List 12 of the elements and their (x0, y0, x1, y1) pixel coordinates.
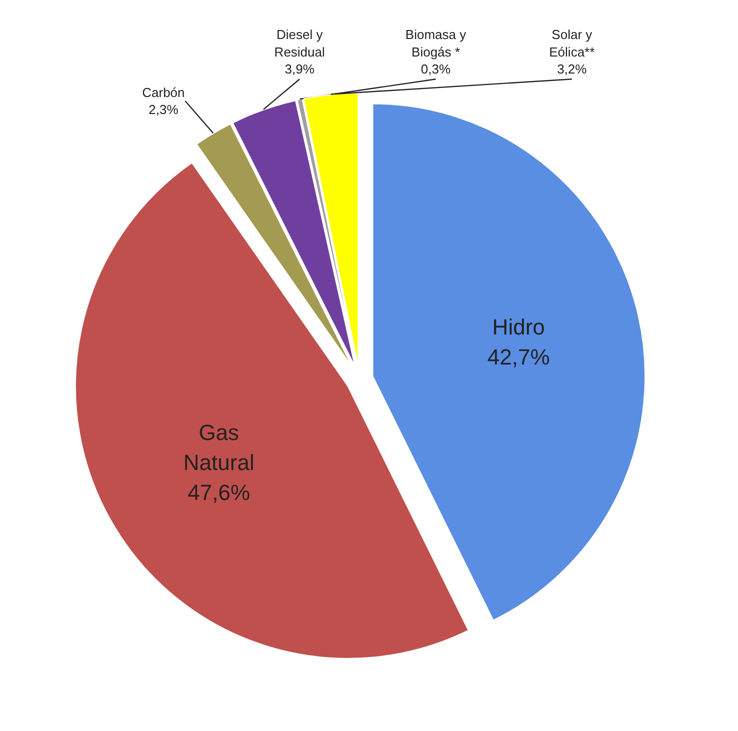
slice-label: Solar y Eólica** (549, 27, 595, 60)
data-label: 0,3% (420, 62, 452, 77)
slice-label: Carbón (142, 84, 185, 100)
slice-label: Biomasa y Biogás * (405, 27, 467, 60)
slice-label: Gas Natural (183, 420, 254, 475)
data-label: 3,2% (557, 62, 588, 77)
data-label: 3,9% (284, 62, 315, 77)
slice-label: Hidro (492, 314, 545, 340)
slice-label: Diesel y Residual (274, 27, 325, 60)
data-label: 47,6% (188, 480, 250, 505)
data-label: 2,3% (148, 102, 179, 118)
data-label: 42,7% (487, 344, 550, 370)
